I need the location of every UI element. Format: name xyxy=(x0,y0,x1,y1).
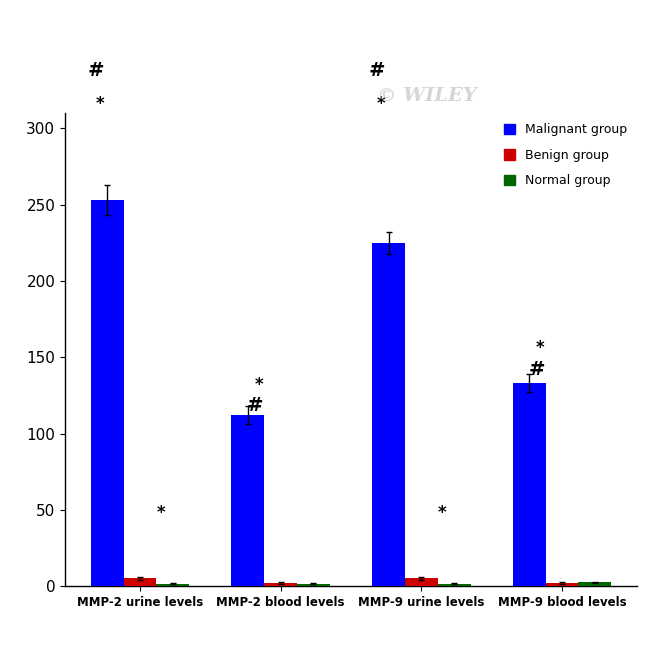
Text: *: * xyxy=(437,504,447,522)
Bar xyxy=(372,243,405,586)
Bar xyxy=(91,200,124,586)
Bar xyxy=(578,582,611,586)
Bar xyxy=(265,583,297,586)
Text: #: # xyxy=(528,360,545,379)
Text: *: * xyxy=(96,95,104,113)
Text: *: * xyxy=(255,376,263,394)
Bar xyxy=(124,579,157,586)
Text: © WILEY: © WILEY xyxy=(377,87,476,105)
Text: #: # xyxy=(369,61,385,80)
Text: #: # xyxy=(88,61,104,80)
Text: *: * xyxy=(377,95,385,113)
Bar xyxy=(157,584,189,586)
Bar xyxy=(545,583,578,586)
Bar xyxy=(513,383,545,586)
Text: #: # xyxy=(247,396,264,415)
Text: *: * xyxy=(536,339,545,357)
Bar xyxy=(231,415,265,586)
Bar xyxy=(437,584,471,586)
Bar xyxy=(405,579,437,586)
Bar xyxy=(297,584,330,586)
Legend: Malignant group, Benign group, Normal group: Malignant group, Benign group, Normal gr… xyxy=(500,119,630,191)
Text: *: * xyxy=(157,504,165,522)
